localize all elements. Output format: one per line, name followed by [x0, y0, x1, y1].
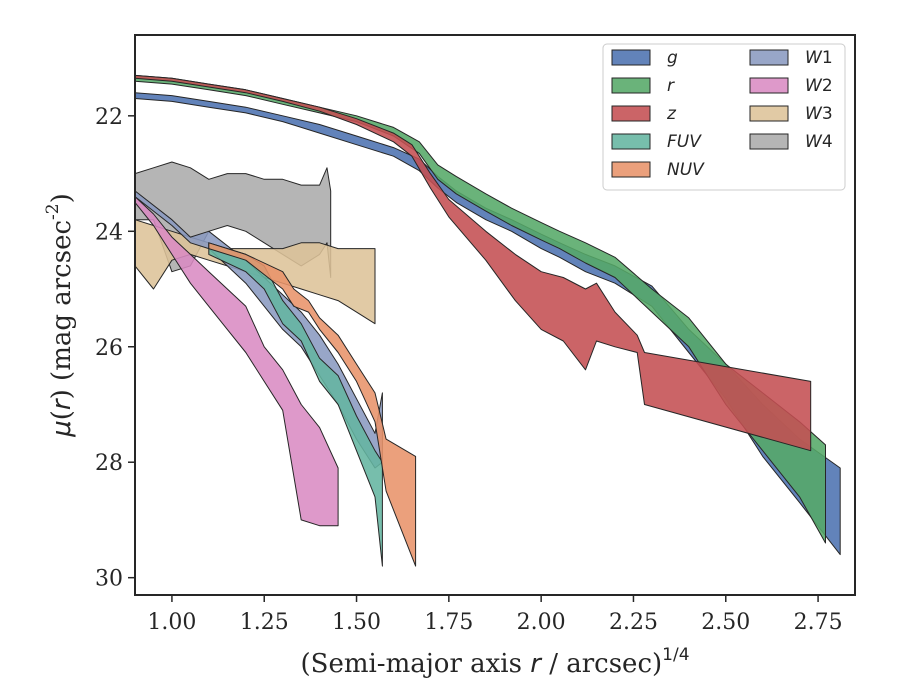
x-tick-label: 1.75 [424, 610, 473, 635]
legend-label: g [667, 48, 678, 68]
y-axis-label: μ(r) (mag arcsec-2) [43, 193, 77, 438]
legend-swatch [749, 49, 789, 66]
x-tick-label: 1.50 [332, 610, 381, 635]
legend-label: NUV [667, 160, 705, 180]
legend: grz FUV NUV W1 W2 W3 W4 [602, 43, 846, 191]
x-tick-label: 2.75 [794, 610, 843, 635]
legend-swatch [611, 77, 651, 94]
legend-swatch [611, 161, 651, 178]
legend-label: W1 [805, 48, 833, 68]
x-tick-label: 2.00 [517, 610, 566, 635]
band-fuv [208, 242, 383, 567]
legend-label: FUV [667, 132, 702, 152]
legend-swatch [611, 105, 651, 122]
band-layer [134, 74, 841, 567]
y-tick-label: 28 [95, 451, 123, 476]
x-axis-label: (Semi-major axis r / arcsec)1/4 [300, 645, 689, 679]
legend-label: r [667, 76, 675, 96]
band-w2 [134, 196, 339, 527]
legend-swatch [611, 49, 651, 66]
y-tick-label: 26 [95, 336, 123, 361]
legend-swatch [749, 105, 789, 122]
y-tick-label: 24 [95, 220, 123, 245]
x-tick-label: 1.25 [240, 610, 289, 635]
band-nuv [208, 242, 417, 567]
legend-swatch [749, 133, 789, 150]
legend-label: W3 [805, 104, 833, 124]
tick-layer: 1.00 1.25 1.50 1.75 2.00 2.25 2.50 2.75 22 24 26 28… [95, 105, 843, 635]
legend-swatch [749, 77, 789, 94]
plot-frame [134, 34, 856, 596]
band-z [134, 74, 812, 452]
legend-label: W4 [805, 132, 833, 152]
x-tick-label: 1.00 [147, 610, 196, 635]
x-tick-label: 2.50 [701, 610, 750, 635]
legend-swatch [611, 133, 651, 150]
legend-label: W2 [805, 76, 833, 96]
x-tick-label: 2.25 [609, 610, 658, 635]
y-tick-label: 22 [95, 105, 123, 130]
y-tick-label: 30 [95, 567, 123, 592]
legend-label: z [666, 104, 677, 124]
